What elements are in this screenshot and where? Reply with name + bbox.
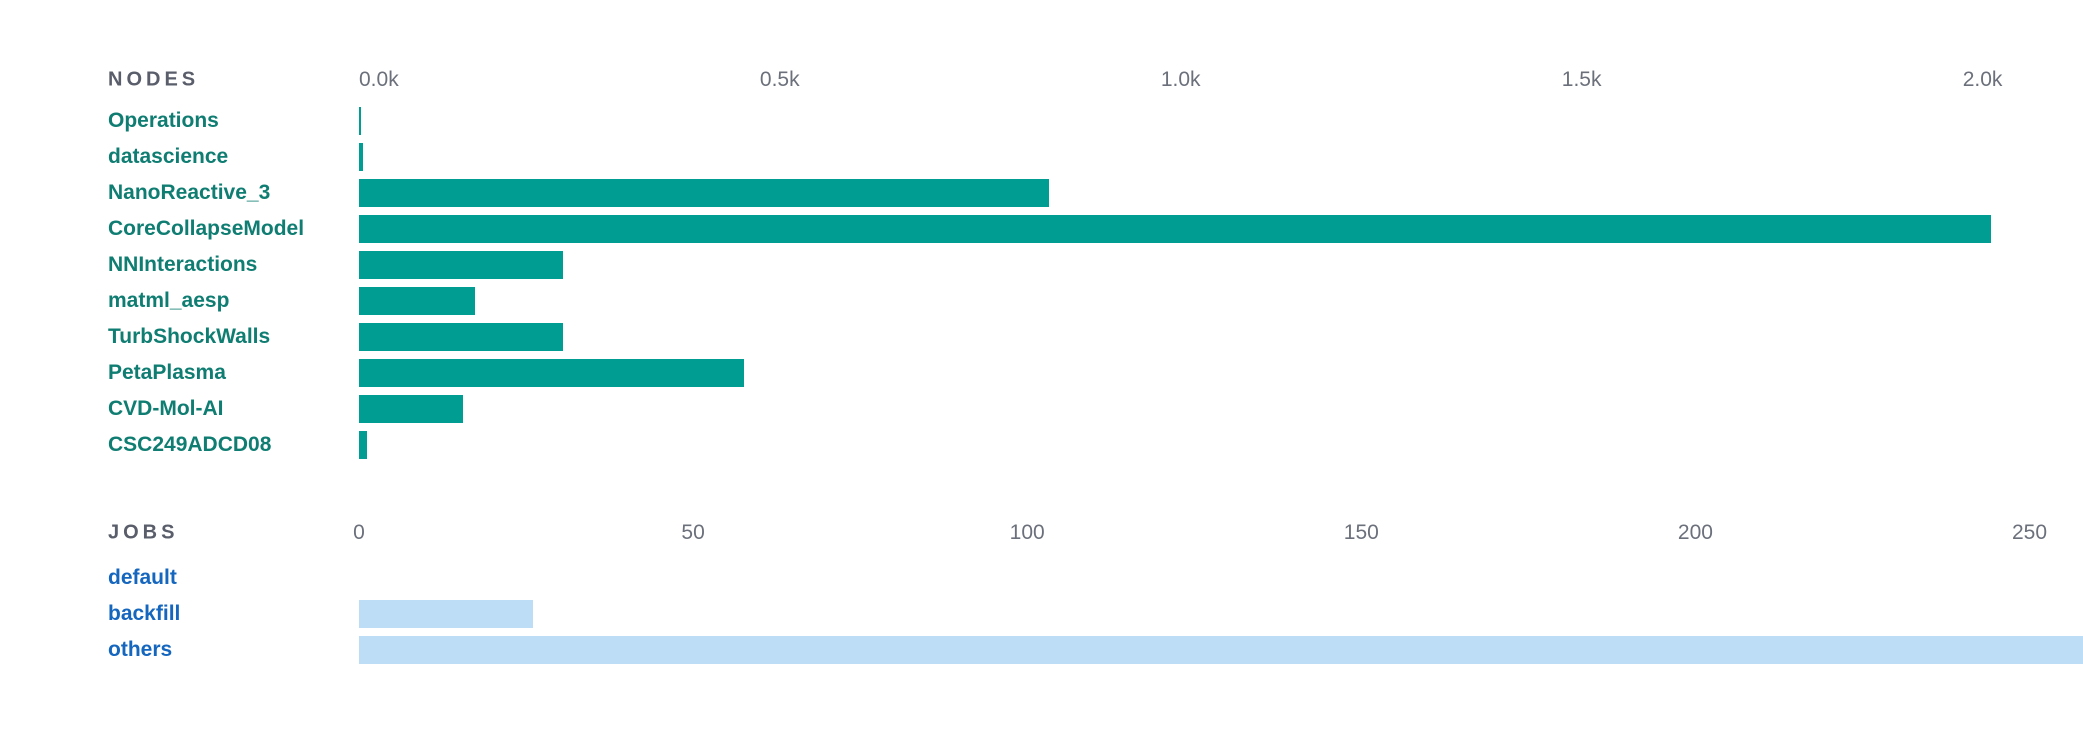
jobs-axis-tick: 200 xyxy=(1677,521,1713,544)
category-label-others: others xyxy=(108,638,173,661)
nodes-row-matml-aesp: matml_aesp xyxy=(0,283,2083,319)
nodes-row-cvd-mol-ai: CVD-Mol-AI xyxy=(0,391,2083,427)
nodes-header-row: NODES 0.0k 0.5k 1.0k 1.5k 2.0k xyxy=(0,62,2083,98)
nodes-axis-tick: 0.0k xyxy=(359,68,399,91)
nodes-bar-petaplasma[interactable] xyxy=(359,359,744,387)
jobs-x-axis: 0 50 100 150 200 250 xyxy=(353,515,2083,551)
jobs-axis-tick: 150 xyxy=(1343,521,1379,544)
nodes-row-nninteractions: NNInteractions xyxy=(0,247,2083,283)
category-label-default: default xyxy=(108,566,177,589)
category-label-operations: Operations xyxy=(108,109,219,132)
nodes-row-nanoreactive-3: NanoReactive_3 xyxy=(0,175,2083,211)
category-label-nanoreactive-3: NanoReactive_3 xyxy=(108,181,271,204)
jobs-axis-tick: 0 xyxy=(353,521,365,544)
jobs-row-backfill: backfill xyxy=(0,596,2083,632)
category-label-corecollapsemodel: CoreCollapseModel xyxy=(108,217,305,240)
jobs-section-title: JOBS xyxy=(108,521,179,544)
jobs-row-others: others xyxy=(0,632,2083,668)
nodes-bar-datascience[interactable] xyxy=(359,143,363,171)
nodes-bar-turbshockwalls[interactable] xyxy=(359,323,564,351)
nodes-row-csc249adcd08: CSC249ADCD08 xyxy=(0,427,2083,463)
nodes-row-datascience: datascience xyxy=(0,139,2083,175)
nodes-bar-nanoreactive-3[interactable] xyxy=(359,179,1049,207)
nodes-bar-cvd-mol-ai[interactable] xyxy=(359,395,464,423)
nodes-bar-nninteractions[interactable] xyxy=(359,251,564,279)
nodes-x-axis: 0.0k 0.5k 1.0k 1.5k 2.0k xyxy=(359,62,2083,98)
category-label-nninteractions: NNInteractions xyxy=(108,253,258,276)
nodes-bar-csc249adcd08[interactable] xyxy=(359,431,368,459)
nodes-row-petaplasma: PetaPlasma xyxy=(0,355,2083,391)
nodes-axis-tick: 1.0k xyxy=(1160,68,1201,91)
jobs-axis-tick: 250 xyxy=(2012,521,2048,544)
nodes-row-turbshockwalls: TurbShockWalls xyxy=(0,319,2083,355)
nodes-chart: NODES 0.0k 0.5k 1.0k 1.5k 2.0k Operation… xyxy=(0,62,2083,463)
jobs-axis-tick: 100 xyxy=(1009,521,1045,544)
category-label-petaplasma: PetaPlasma xyxy=(108,361,226,384)
category-label-datascience: datascience xyxy=(108,145,229,168)
jobs-chart: JOBS 0 50 100 150 200 250 default backfi… xyxy=(0,515,2083,668)
nodes-bar-corecollapsemodel[interactable] xyxy=(359,215,1991,243)
category-label-matml-aesp: matml_aesp xyxy=(108,289,230,312)
nodes-bar-matml-aesp[interactable] xyxy=(359,287,476,315)
category-label-turbshockwalls: TurbShockWalls xyxy=(108,325,271,348)
category-label-cvd-mol-ai: CVD-Mol-AI xyxy=(108,397,224,420)
nodes-axis-tick: 0.5k xyxy=(759,68,800,91)
nodes-row-operations: Operations xyxy=(0,103,2083,139)
jobs-bar-backfill[interactable] xyxy=(359,600,533,628)
nodes-row-corecollapsemodel: CoreCollapseModel xyxy=(0,211,2083,247)
category-label-csc249adcd08: CSC249ADCD08 xyxy=(108,433,272,456)
jobs-bar-others[interactable] xyxy=(359,636,2083,664)
jobs-axis-tick: 50 xyxy=(681,521,705,544)
jobs-row-default: default xyxy=(0,560,2083,596)
category-label-backfill: backfill xyxy=(108,602,181,625)
jobs-header-row: JOBS 0 50 100 150 200 250 xyxy=(0,515,2083,551)
nodes-bar-operations[interactable] xyxy=(359,107,361,135)
nodes-section-title: NODES xyxy=(108,68,200,91)
nodes-axis-tick: 2.0k xyxy=(1962,68,2003,91)
nodes-axis-tick: 1.5k xyxy=(1561,68,1602,91)
